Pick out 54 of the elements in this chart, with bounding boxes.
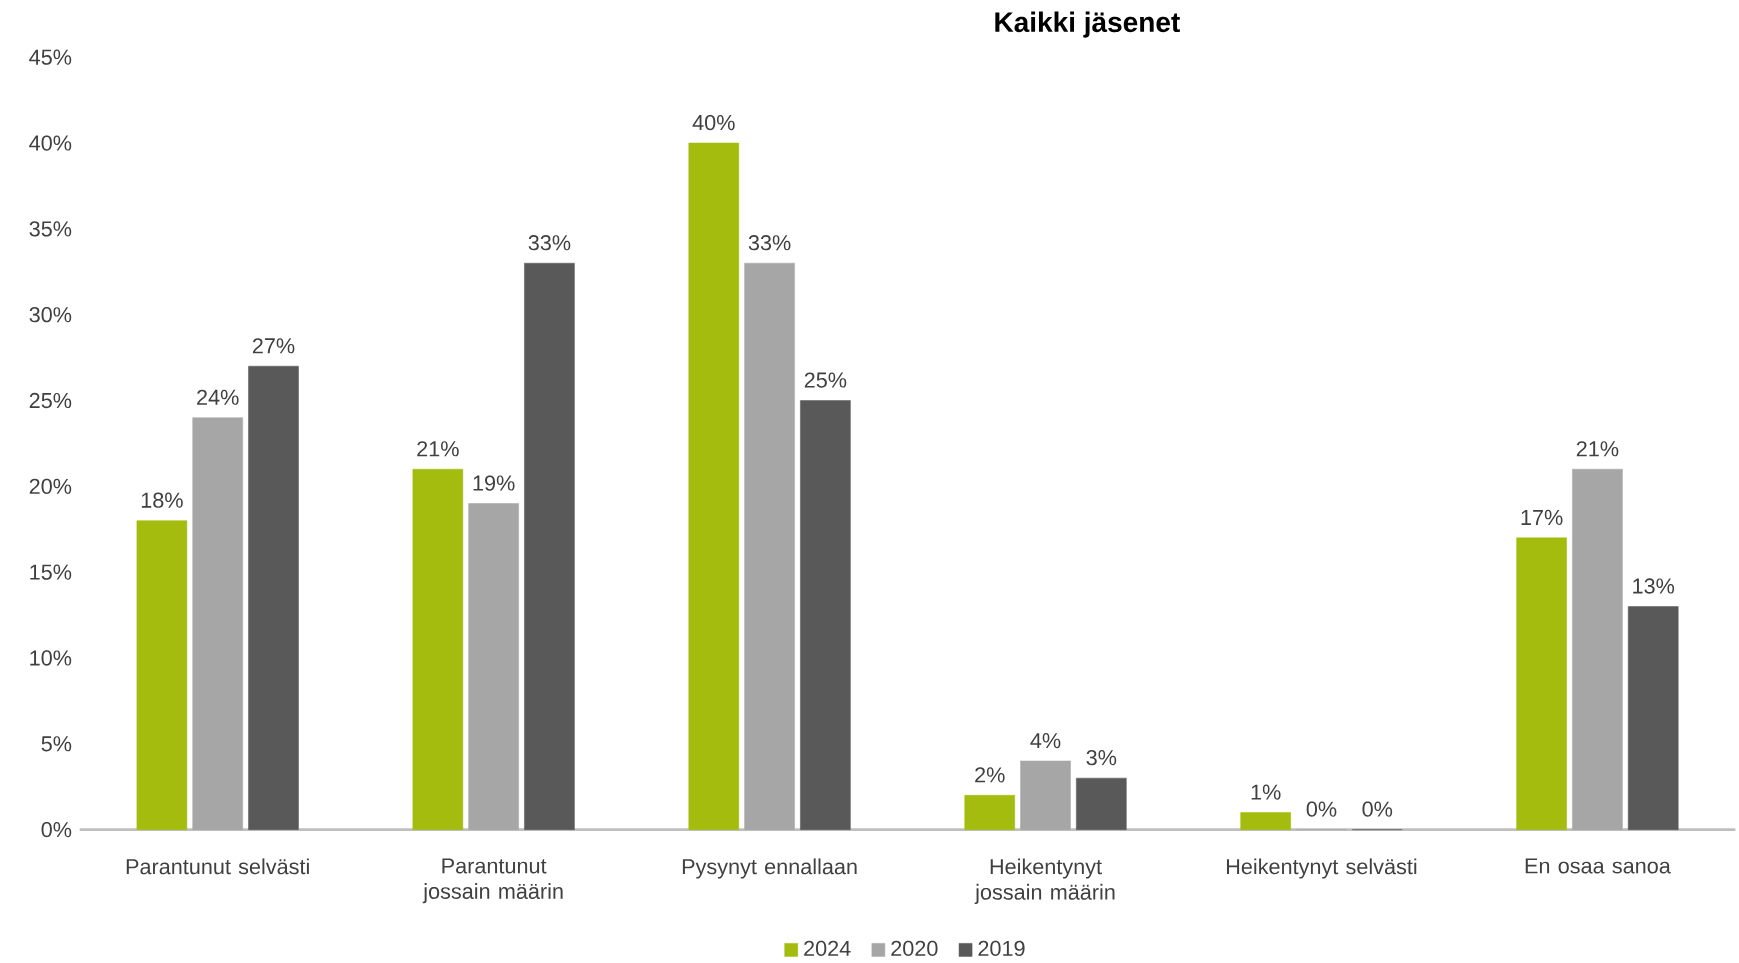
data-label: 17% — [1521, 509, 1563, 526]
data-label: 0% — [1306, 801, 1337, 817]
data-label: 24% — [197, 389, 239, 405]
bar — [964, 795, 1015, 830]
bar — [800, 400, 851, 830]
x-tick-label: Parantunut selvästi — [126, 858, 309, 875]
data-label: 27% — [252, 338, 295, 354]
y-tick-label: 15% — [30, 564, 72, 580]
data-label: 33% — [748, 235, 791, 251]
data-label: 21% — [417, 441, 459, 457]
data-label: 19% — [473, 475, 515, 491]
legend-label: 2019 — [978, 940, 1025, 957]
chart-title: Kaikki jäsenet — [995, 11, 1180, 38]
data-label: 40% — [692, 114, 735, 131]
y-tick-label: 45% — [29, 49, 72, 65]
y-tick-label: 0% — [41, 822, 72, 838]
y-tick-label: 25% — [29, 392, 72, 409]
x-tick-label: Heikentynyt selvästi — [1226, 858, 1417, 879]
bar — [1572, 468, 1623, 830]
bar — [524, 262, 575, 830]
y-tick-label: 40% — [29, 135, 72, 151]
data-label: 25% — [804, 372, 847, 388]
legend-label: 2024 — [804, 940, 851, 957]
data-label: 13% — [1633, 578, 1675, 594]
y-tick-label: 10% — [30, 650, 72, 666]
bar — [192, 417, 243, 830]
bar — [744, 262, 795, 830]
data-label: 2% — [975, 767, 1005, 783]
y-tick-label: 30% — [29, 307, 72, 323]
x-tick-label: Heikentynyt jossain määrin — [974, 858, 1115, 905]
y-tick-label: 5% — [41, 736, 72, 752]
y-tick-label: 20% — [29, 478, 72, 495]
x-tick-label: Parantunut jossain määrin — [422, 858, 563, 904]
data-label: 1% — [1251, 784, 1281, 800]
bar — [1627, 606, 1679, 830]
bar — [468, 503, 519, 830]
bar — [1020, 760, 1071, 830]
bar — [136, 520, 188, 830]
legend-label: 2020 — [891, 940, 938, 957]
data-label: 4% — [1030, 733, 1061, 749]
bar — [412, 468, 464, 830]
bar — [1516, 537, 1567, 830]
bar — [1240, 812, 1291, 830]
data-label: 21% — [1576, 441, 1619, 457]
data-label: 18% — [141, 492, 183, 508]
bar — [688, 142, 740, 830]
data-label: 3% — [1086, 750, 1117, 766]
x-tick-label: En osaa sanoa — [1525, 858, 1671, 874]
x-tick-label: Pysynyt ennallaan — [682, 858, 857, 879]
y-tick-label: 35% — [29, 221, 72, 237]
data-label: 0% — [1362, 801, 1393, 817]
data-label: 33% — [528, 235, 571, 251]
bar — [1076, 777, 1127, 830]
bar — [248, 365, 299, 830]
